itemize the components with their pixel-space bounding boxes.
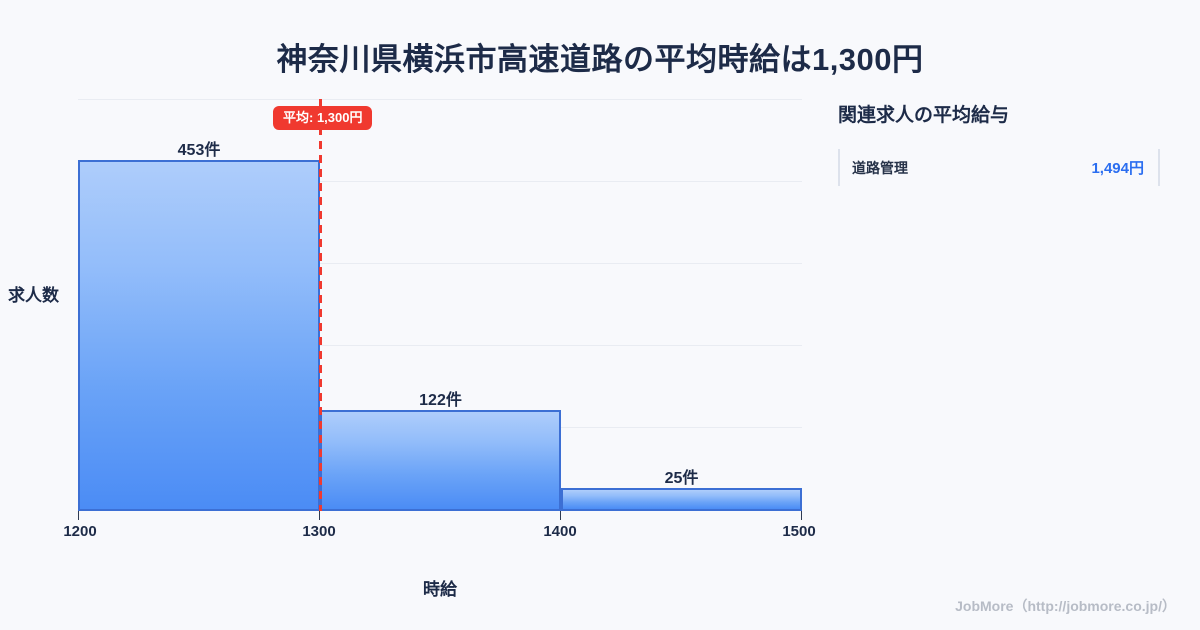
salary-row[interactable]: 道路管理 1,494円 [838,149,1160,186]
page-title: 神奈川県横浜市高速道路の平均時給は1,300円 [276,42,924,77]
gridline [78,99,802,100]
salary-row-name: 道路管理 [852,159,908,176]
x-tick-label-1300: 1300 [302,523,336,540]
bar-1400-1500[interactable] [561,488,802,511]
average-line [319,99,322,511]
gridline [78,345,802,346]
x-axis-title: 時給 [423,580,457,599]
x-tick-label-1400: 1400 [543,523,577,540]
bar-1200-1300[interactable] [78,160,320,511]
average-badge: 平均: 1,300円 [273,106,373,130]
x-tick-mark [319,511,320,520]
bar-value-label: 122件 [419,392,462,409]
x-tick-label-1500: 1500 [782,523,816,540]
bar-1300-1400[interactable] [320,410,561,511]
bar-value-label: 25件 [664,470,699,487]
gridline [78,181,802,182]
x-tick-mark [560,511,561,520]
related-salary-panel: 関連求人の平均給与 道路管理 1,494円 [838,100,1168,186]
related-salary-heading: 関連求人の平均給与 [838,105,1010,126]
x-tick-mark [801,511,802,520]
salary-row-value: 1,494円 [1091,160,1144,177]
x-tick-label-1200: 1200 [63,523,97,540]
gridline [78,263,802,264]
plot-area: 453件 122件 25件 1200 1300 1400 1500 [63,99,816,540]
watermark: JobMore（http://jobmore.co.jp/） [955,598,1176,614]
x-tick-mark [78,511,79,520]
y-axis-title: 求人数 [8,286,59,305]
bar-value-label: 453件 [177,142,221,159]
